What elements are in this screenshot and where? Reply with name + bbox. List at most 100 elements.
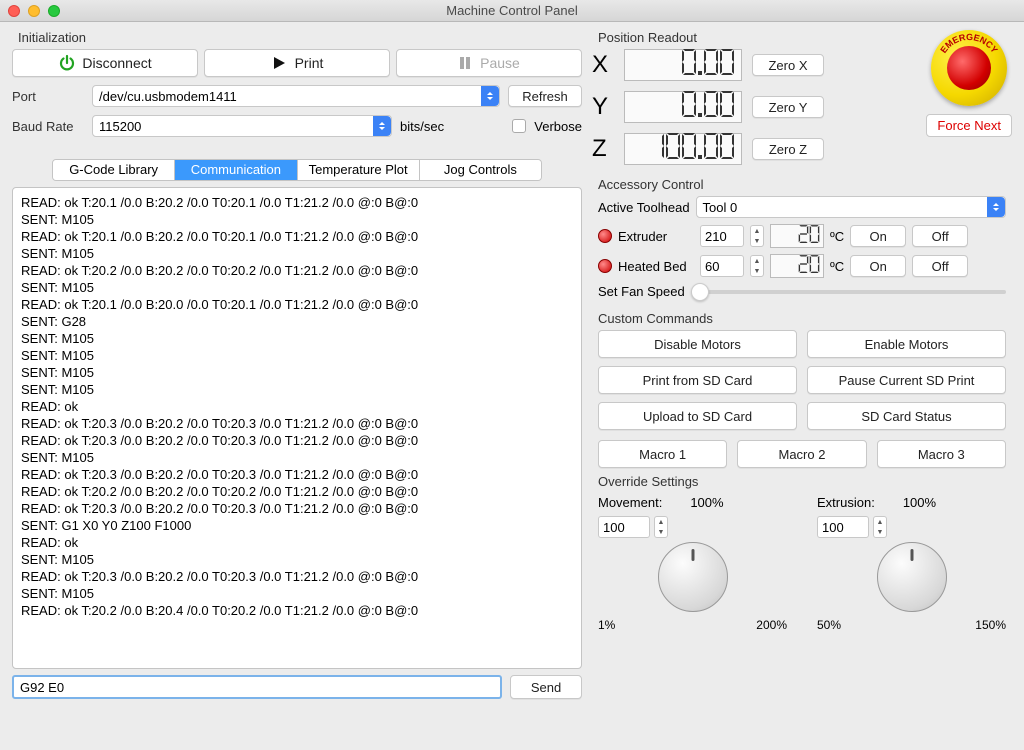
zero-y-button[interactable]: Zero Y [752,96,824,118]
pause-button[interactable]: Pause [396,49,582,77]
extruder-stepper[interactable]: ▲▼ [750,225,764,247]
axis-x-readout [624,49,742,81]
zoom-icon[interactable] [48,5,60,17]
disconnect-button[interactable]: Disconnect [12,49,198,77]
extrusion-input[interactable]: 100 [817,516,869,538]
extruder-on-button[interactable]: On [850,225,906,247]
sd-status-button[interactable]: SD Card Status [807,402,1006,430]
baud-unit: bits/sec [400,119,444,134]
titlebar: Machine Control Panel [0,0,1024,22]
refresh-button[interactable]: Refresh [508,85,582,107]
movement-stepper[interactable]: ▲▼ [654,516,668,538]
extrusion-label: Extrusion: [817,495,875,510]
bed-set-input[interactable]: 60 [700,255,744,277]
print-sd-button[interactable]: Print from SD Card [598,366,797,394]
port-value: /dev/cu.usbmodem1411 [99,89,237,104]
print-label: Print [295,55,324,71]
init-section-label: Initialization [18,30,582,45]
knob-indicator-icon [691,549,694,561]
accessory-section-label: Accessory Control [598,177,1012,192]
verbose-label: Verbose [534,119,582,134]
force-next-button[interactable]: Force Next [926,114,1012,137]
movement-label: Movement: [598,495,662,510]
tab-gcode-library[interactable]: G-Code Library [53,160,175,180]
fan-label: Set Fan Speed [598,284,685,299]
axis-z-label: Z [592,135,614,163]
movement-knob[interactable] [658,542,728,612]
movement-min: 1% [598,618,615,632]
disable-motors-button[interactable]: Disable Motors [598,330,797,358]
extruder-temp-readout [770,224,824,248]
port-select[interactable]: /dev/cu.usbmodem1411 [92,85,500,107]
traffic-lights [8,5,60,17]
window-title: Machine Control Panel [0,3,1024,18]
unit-c: ºC [830,229,844,244]
custom-commands-label: Custom Commands [598,311,1012,326]
close-icon[interactable] [8,5,20,17]
emergency-stop-button[interactable]: EMERGENCY STOP [931,30,1007,106]
axis-z-readout [624,133,742,165]
enable-motors-button[interactable]: Enable Motors [807,330,1006,358]
macro-3-button[interactable]: Macro 3 [877,440,1006,468]
verbose-checkbox[interactable] [512,119,526,133]
axis-y-readout [624,91,742,123]
toolhead-select[interactable]: Tool 0 [696,196,1006,218]
extrusion-pct: 100% [903,495,936,510]
extrusion-min: 50% [817,618,841,632]
bed-on-button[interactable]: On [850,255,906,277]
slider-thumb-icon[interactable] [691,283,709,301]
bed-off-button[interactable]: Off [912,255,968,277]
bed-label: Heated Bed [618,259,694,274]
override-section-label: Override Settings [598,474,1012,489]
print-button[interactable]: Print [204,49,390,77]
bed-led-icon [598,259,612,273]
extruder-label: Extruder [618,229,694,244]
baud-select[interactable]: 115200 [92,115,392,137]
baud-value: 115200 [99,119,141,134]
tab-temperature-plot[interactable]: Temperature Plot [298,160,420,180]
bed-temp-readout [770,254,824,278]
extruder-led-icon [598,229,612,243]
knob-indicator-icon [910,549,913,561]
tab-jog-controls[interactable]: Jog Controls [420,160,541,180]
movement-input[interactable]: 100 [598,516,650,538]
movement-max: 200% [756,618,787,632]
extruder-set-input[interactable]: 210 [700,225,744,247]
pause-sd-button[interactable]: Pause Current SD Print [807,366,1006,394]
bed-stepper[interactable]: ▲▼ [750,255,764,277]
toolhead-value: Tool 0 [703,200,738,215]
macro-1-button[interactable]: Macro 1 [598,440,727,468]
power-icon [58,54,76,72]
play-icon [271,55,287,71]
upload-sd-button[interactable]: Upload to SD Card [598,402,797,430]
fan-speed-slider[interactable] [691,290,1006,294]
tab-communication[interactable]: Communication [175,160,297,180]
console-output[interactable]: READ: ok T:20.1 /0.0 B:20.2 /0.0 T0:20.1… [13,188,581,668]
pause-icon [458,56,472,70]
disconnect-label: Disconnect [82,55,151,71]
unit-c: ºC [830,259,844,274]
axis-x-label: X [592,51,614,79]
position-section-label: Position Readout [598,30,910,45]
extrusion-knob[interactable] [877,542,947,612]
chevron-updown-icon [373,116,391,136]
chevron-updown-icon [987,197,1005,217]
tab-bar: G-Code Library Communication Temperature… [52,159,542,181]
send-button[interactable]: Send [510,675,582,699]
extrusion-max: 150% [975,618,1006,632]
extruder-off-button[interactable]: Off [912,225,968,247]
macro-2-button[interactable]: Macro 2 [737,440,866,468]
axis-y-label: Y [592,93,614,121]
pause-label: Pause [480,55,520,71]
baud-label: Baud Rate [12,119,84,134]
command-input[interactable] [12,675,502,699]
chevron-updown-icon [481,86,499,106]
zero-x-button[interactable]: Zero X [752,54,824,76]
zero-z-button[interactable]: Zero Z [752,138,824,160]
extrusion-stepper[interactable]: ▲▼ [873,516,887,538]
toolhead-label: Active Toolhead [598,200,690,215]
minimize-icon[interactable] [28,5,40,17]
console-panel: READ: ok T:20.1 /0.0 B:20.2 /0.0 T0:20.1… [12,187,582,669]
port-label: Port [12,89,84,104]
movement-pct: 100% [690,495,723,510]
